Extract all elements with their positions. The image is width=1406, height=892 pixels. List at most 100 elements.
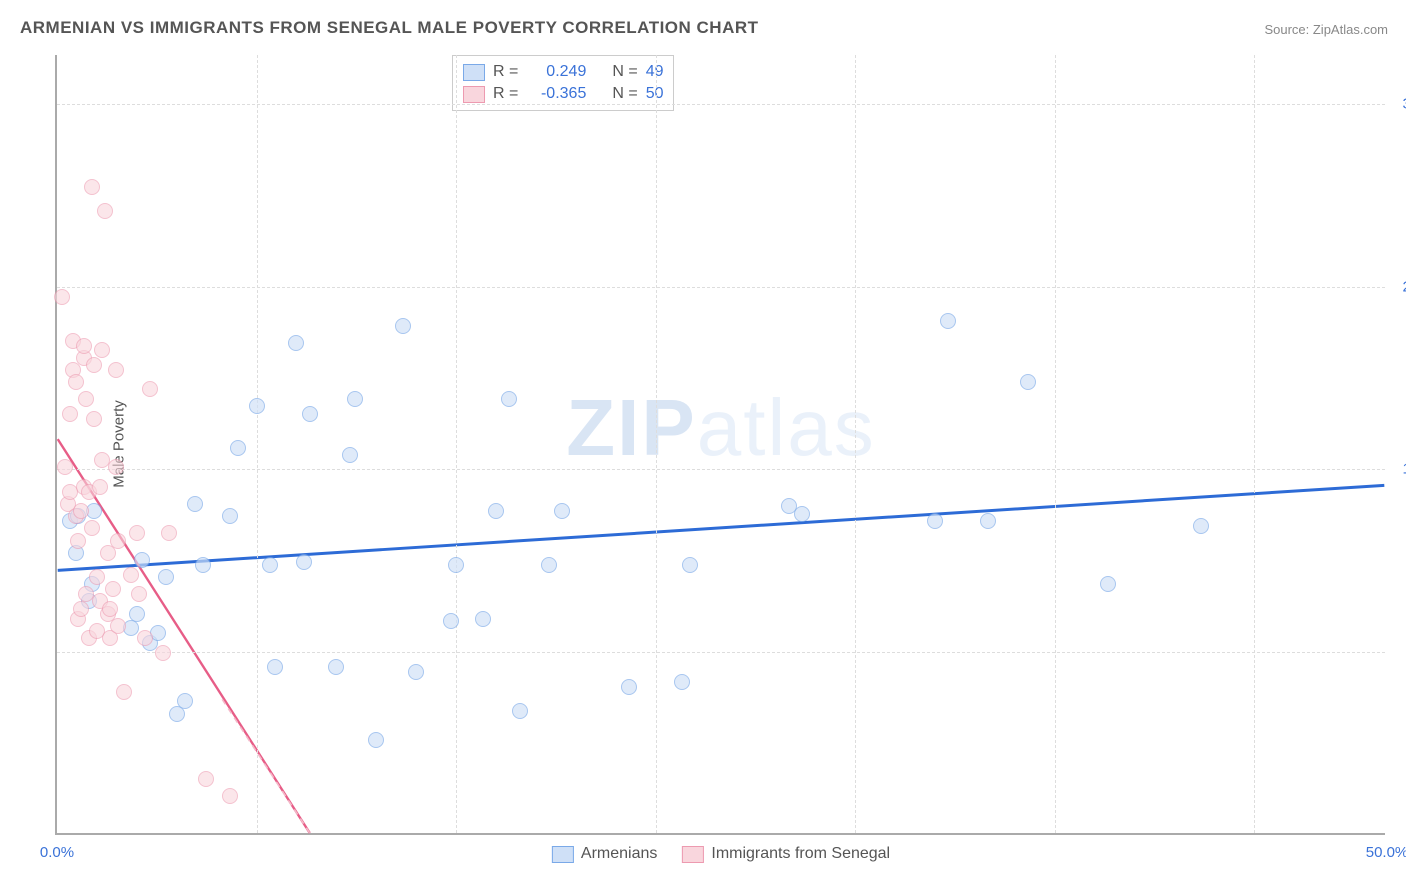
data-point: [142, 381, 158, 397]
data-point: [288, 335, 304, 351]
data-point: [68, 374, 84, 390]
data-point: [267, 659, 283, 675]
data-point: [123, 567, 139, 583]
gridline-v: [1254, 55, 1255, 833]
y-tick-label: 30.0%: [1390, 95, 1406, 112]
correlation-legend: R =0.249N =49R =-0.365N =50: [452, 55, 674, 111]
data-point: [674, 674, 690, 690]
data-point: [84, 520, 100, 536]
data-point: [92, 479, 108, 495]
data-point: [110, 533, 126, 549]
y-tick-label: 15.0%: [1390, 461, 1406, 478]
data-point: [57, 459, 73, 475]
data-point: [187, 496, 203, 512]
data-point: [554, 503, 570, 519]
data-point: [621, 679, 637, 695]
r-value: -0.365: [526, 85, 586, 103]
gridline-v: [1055, 55, 1056, 833]
data-point: [302, 406, 318, 422]
data-point: [78, 391, 94, 407]
data-point: [222, 788, 238, 804]
data-point: [195, 557, 211, 573]
data-point: [89, 569, 105, 585]
data-point: [1193, 518, 1209, 534]
data-point: [448, 557, 464, 573]
watermark: ZIPatlas: [566, 382, 875, 474]
data-point: [408, 664, 424, 680]
plot-area: Male Poverty ZIPatlas R =0.249N =49R =-0…: [55, 55, 1385, 835]
data-point: [395, 318, 411, 334]
trend-line: [222, 699, 310, 833]
data-point: [97, 203, 113, 219]
gridline-v: [456, 55, 457, 833]
data-point: [794, 506, 810, 522]
data-point: [129, 606, 145, 622]
watermark-bold: ZIP: [566, 383, 696, 472]
legend-swatch: [463, 86, 485, 103]
data-point: [262, 557, 278, 573]
y-tick-label: 22.5%: [1390, 278, 1406, 295]
n-label: N =: [612, 63, 637, 81]
data-point: [108, 362, 124, 378]
data-point: [368, 732, 384, 748]
data-point: [177, 693, 193, 709]
chart-title: ARMENIAN VS IMMIGRANTS FROM SENEGAL MALE…: [20, 18, 759, 38]
gridline-v: [855, 55, 856, 833]
legend-item: Armenians: [552, 845, 657, 863]
data-point: [249, 398, 265, 414]
data-point: [1020, 374, 1036, 390]
data-point: [105, 581, 121, 597]
data-point: [198, 771, 214, 787]
data-point: [1100, 576, 1116, 592]
data-point: [134, 552, 150, 568]
data-point: [682, 557, 698, 573]
legend-swatch: [552, 846, 574, 863]
data-point: [94, 342, 110, 358]
data-point: [161, 525, 177, 541]
data-point: [54, 289, 70, 305]
gridline-v: [257, 55, 258, 833]
n-label: N =: [612, 85, 637, 103]
legend-swatch: [463, 64, 485, 81]
legend-label: Immigrants from Senegal: [711, 845, 890, 863]
data-point: [296, 554, 312, 570]
data-point: [76, 338, 92, 354]
data-point: [488, 503, 504, 519]
data-point: [73, 503, 89, 519]
data-point: [110, 618, 126, 634]
gridline-v: [656, 55, 657, 833]
source-label: Source: ZipAtlas.com: [1264, 22, 1388, 37]
data-point: [86, 411, 102, 427]
data-point: [137, 630, 153, 646]
y-tick-label: 7.5%: [1390, 644, 1406, 661]
data-point: [116, 684, 132, 700]
data-point: [155, 645, 171, 661]
data-point: [62, 406, 78, 422]
x-tick-label: 50.0%: [1366, 844, 1406, 861]
x-tick-label: 0.0%: [40, 844, 74, 861]
r-value: 0.249: [526, 63, 586, 81]
data-point: [86, 357, 102, 373]
legend-row: R =0.249N =49: [463, 61, 663, 83]
data-point: [980, 513, 996, 529]
data-point: [927, 513, 943, 529]
data-point: [222, 508, 238, 524]
data-point: [70, 533, 86, 549]
data-point: [347, 391, 363, 407]
data-point: [108, 459, 124, 475]
data-point: [541, 557, 557, 573]
series-legend: Armenians Immigrants from Senegal: [552, 845, 890, 863]
data-point: [512, 703, 528, 719]
data-point: [158, 569, 174, 585]
legend-swatch: [682, 846, 704, 863]
data-point: [940, 313, 956, 329]
data-point: [475, 611, 491, 627]
r-label: R =: [493, 63, 518, 81]
data-point: [131, 586, 147, 602]
legend-row: R =-0.365N =50: [463, 83, 663, 105]
data-point: [129, 525, 145, 541]
data-point: [84, 179, 100, 195]
data-point: [73, 601, 89, 617]
data-point: [230, 440, 246, 456]
data-point: [342, 447, 358, 463]
